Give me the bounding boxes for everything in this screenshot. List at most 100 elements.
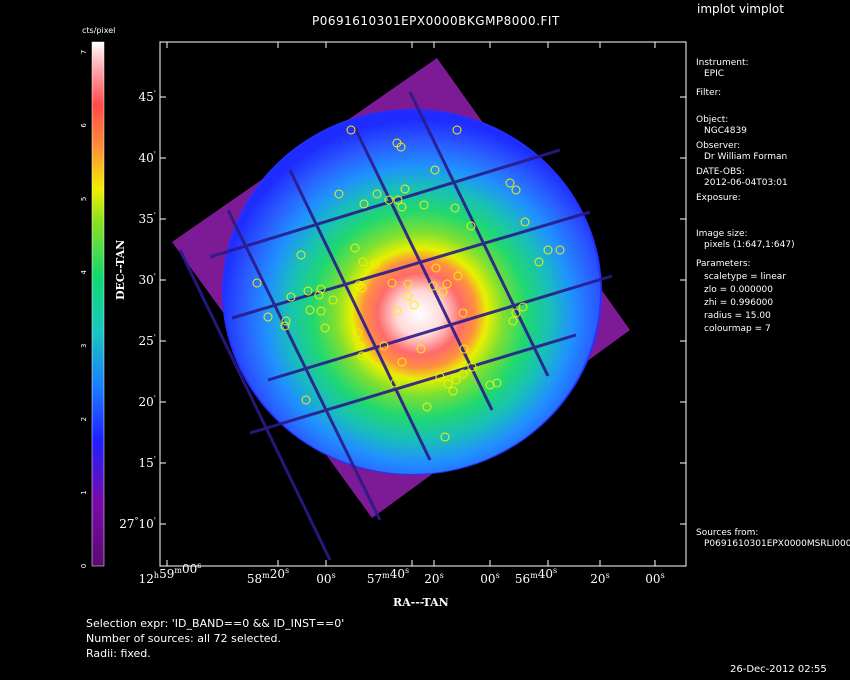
- colorbar-tick-label: 2: [80, 417, 88, 421]
- source-circle: [534, 257, 544, 267]
- x-tick-label: 56m40s: [515, 566, 557, 586]
- axis-ticks: [160, 42, 686, 566]
- date-label: DATE-OBS:: [696, 167, 745, 177]
- source-circle: [543, 245, 553, 255]
- source-circle: [372, 189, 382, 199]
- source-circle: [511, 308, 521, 318]
- source-circle: [430, 165, 440, 175]
- instrument-value: EPIC: [704, 69, 725, 79]
- colorbar-tick-label: 1: [80, 490, 88, 494]
- source-circle: [400, 184, 410, 194]
- selection-expr: Selection expr: 'ID_BAND==0 && ID_INST==…: [86, 617, 345, 630]
- sources-value: P0691610301EPX0000MSRLI0000.F: [704, 539, 850, 549]
- source-circle: [392, 306, 402, 316]
- x-tick-label: 20s: [590, 571, 609, 586]
- y-tick-label: 40': [139, 150, 156, 165]
- source-circle: [428, 281, 438, 291]
- param-zhi: zhi = 0.996000: [704, 298, 774, 308]
- source-circle: [316, 306, 326, 316]
- y-tick-label: 20': [139, 394, 156, 409]
- source-circle: [518, 302, 528, 312]
- source-circle: [419, 200, 429, 210]
- source-circle: [443, 379, 453, 389]
- source-circle: [263, 312, 273, 322]
- source-circle: [252, 278, 262, 288]
- timestamp: 26-Dec-2012 02:55: [730, 664, 827, 675]
- source-circle: [440, 432, 450, 442]
- colorbar-label: cts/pixel: [82, 26, 116, 35]
- footer-text: Selection expr: 'ID_BAND==0 && ID_INST==…: [86, 616, 344, 661]
- y-axis-label: DEC--TAN: [114, 239, 127, 300]
- date-value: 2012-06-04T03:01: [704, 178, 788, 188]
- source-circle: [303, 286, 313, 296]
- image-size-value: pixels (1:647,1:647): [704, 240, 795, 250]
- source-circle: [508, 316, 518, 326]
- object-value: NGC4839: [704, 126, 747, 136]
- source-circle: [452, 125, 462, 135]
- source-circle: [384, 195, 394, 205]
- source-circle: [458, 308, 468, 318]
- source-circle: [379, 341, 389, 351]
- y-tick-label: 45': [139, 89, 156, 104]
- x-tick-label: 00s: [316, 571, 335, 586]
- observer-value: Dr William Forman: [704, 152, 788, 162]
- x-tick-label: 57m40s: [367, 566, 409, 586]
- source-count: Number of sources: all 72 selected.: [86, 632, 282, 645]
- axis-tick-labels: 45' 40' 35' 30' 25' 20' 15' 27°10' 12h59m00s 58m2…: [119, 89, 664, 586]
- info-panel: Instrument: EPIC Filter: Object: NGC4839…: [696, 58, 795, 335]
- x-tick-label: 20s: [424, 571, 443, 586]
- source-circle: [448, 386, 458, 396]
- source-circle: [431, 263, 441, 273]
- source-circle: [390, 378, 400, 388]
- y-tick-label: 35': [139, 211, 156, 226]
- colorbar-tick-label: 6: [80, 123, 88, 128]
- y-tick-label: 27°10': [119, 516, 156, 531]
- source-circle: [520, 217, 530, 227]
- source-circle: [450, 203, 460, 213]
- colorbar-tick-label: 3: [80, 343, 88, 347]
- parameters-label: Parameters:: [696, 259, 751, 269]
- chip-gaps: [178, 91, 613, 561]
- source-circle: [334, 189, 344, 199]
- image-title: P0691610301EPX0000BKGMP8000.FIT: [312, 14, 560, 28]
- source-circle: [358, 257, 368, 267]
- source-circle: [422, 402, 432, 412]
- param-zlo: zlo = 0.000000: [704, 285, 773, 295]
- colorbar-tick-label: 0: [80, 564, 88, 568]
- cluster-emission: [224, 110, 600, 474]
- source-circle: [346, 125, 356, 135]
- param-scaletype: scaletype = linear: [704, 272, 787, 282]
- source-circle: [393, 195, 403, 205]
- source-circle: [466, 221, 476, 231]
- source-circle: [459, 344, 469, 354]
- filter-label: Filter:: [696, 88, 722, 98]
- y-tick-label: 15': [139, 455, 156, 470]
- colorbar-tick-label: 7: [80, 50, 88, 54]
- source-circle: [281, 316, 291, 326]
- source-circle: [451, 375, 461, 385]
- source-circle: [416, 344, 426, 354]
- x-tick-label: 12h59m00s: [139, 561, 202, 586]
- source-circle: [320, 323, 330, 333]
- source-circle: [301, 395, 311, 405]
- colorbar-ticks: 0 1 2 3 4 5 6 7: [80, 50, 88, 568]
- source-circle: [505, 178, 515, 188]
- source-circle: [316, 284, 326, 294]
- x-axis-label: RA---TAN: [393, 596, 449, 609]
- y-tick-label: 30': [139, 272, 156, 287]
- window-title: implot vimplot: [697, 2, 784, 16]
- source-circle: [387, 278, 397, 288]
- source-circle: [314, 290, 324, 300]
- observer-label: Observer:: [696, 141, 741, 151]
- source-circle: [355, 341, 365, 351]
- instrument-label: Instrument:: [696, 58, 749, 68]
- source-circle: [485, 380, 495, 390]
- source-circle: [286, 292, 296, 302]
- source-circle: [442, 279, 452, 289]
- source-circle: [354, 280, 364, 290]
- exposure-label: Exposure:: [696, 193, 741, 203]
- source-circle: [397, 357, 407, 367]
- x-tick-label: 00s: [645, 571, 664, 586]
- source-circle: [555, 245, 565, 255]
